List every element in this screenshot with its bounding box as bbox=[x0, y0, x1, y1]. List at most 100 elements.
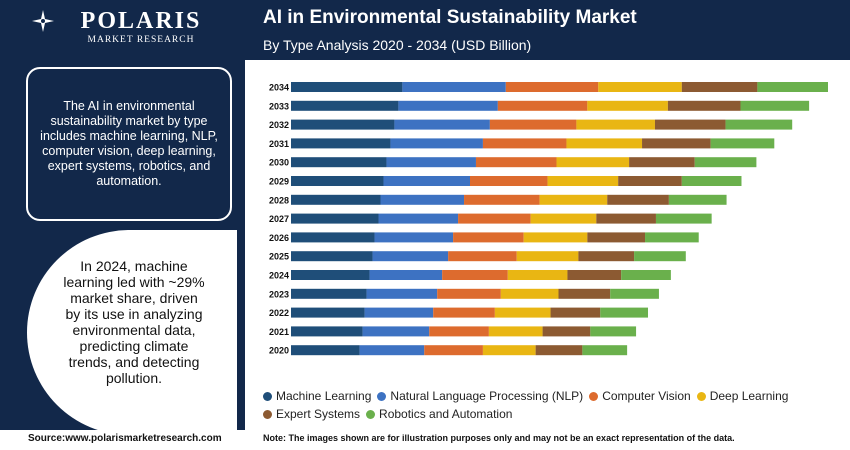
disclaimer-note: Note: The images shown are for illustrat… bbox=[263, 433, 735, 443]
chart-title: AI in Environmental Sustainability Marke… bbox=[263, 7, 637, 28]
bar-segment bbox=[453, 232, 524, 243]
bar-segment bbox=[535, 345, 583, 356]
bar-segment bbox=[547, 176, 619, 186]
bar-segment bbox=[642, 138, 711, 149]
bar-segment bbox=[475, 157, 557, 168]
bar-segment bbox=[291, 345, 360, 356]
bar-segment bbox=[437, 288, 501, 299]
legend-swatch bbox=[696, 392, 706, 401]
highlight-line: trends, and detecting bbox=[68, 354, 200, 370]
bar-segment bbox=[402, 82, 506, 92]
bar-segment bbox=[610, 288, 659, 299]
legend-swatch bbox=[589, 392, 599, 401]
bar-segment bbox=[398, 100, 498, 111]
bar-segment bbox=[523, 232, 588, 243]
bar-segment bbox=[578, 251, 635, 262]
bar-segment bbox=[505, 82, 599, 92]
legend-item: Deep Learning bbox=[696, 388, 789, 405]
bar-segment bbox=[629, 157, 695, 168]
highlight-line: learning led with ~29% bbox=[63, 274, 205, 290]
bar-segment bbox=[364, 307, 434, 318]
bar-segment bbox=[291, 307, 365, 318]
bar-segment bbox=[448, 251, 517, 262]
bar-segment bbox=[710, 138, 775, 149]
bar-segment bbox=[359, 345, 425, 356]
year-tick-label: 2021 bbox=[269, 327, 289, 337]
highlight-box: In 2024, machine learning led with ~29% … bbox=[27, 230, 237, 435]
legend-label: Computer Vision bbox=[602, 389, 691, 403]
legend-label: Expert Systems bbox=[276, 407, 361, 421]
highlight-line: environmental data, bbox=[72, 322, 196, 338]
bar-segment bbox=[587, 100, 668, 111]
bar-segment bbox=[424, 345, 483, 356]
bar-segment bbox=[667, 100, 741, 111]
legend-item: Expert Systems bbox=[263, 406, 360, 423]
bar-segment bbox=[530, 213, 597, 224]
year-tick-label: 2034 bbox=[269, 83, 289, 93]
bar-segment bbox=[291, 100, 399, 111]
bar-segment bbox=[587, 232, 646, 243]
bar-segment bbox=[600, 307, 649, 318]
bar-segment bbox=[757, 82, 828, 92]
bar-segment bbox=[694, 157, 757, 168]
bar-segment bbox=[681, 176, 742, 186]
bar-segment bbox=[655, 213, 712, 224]
bar-segment bbox=[390, 138, 483, 149]
bar-segment bbox=[539, 194, 608, 205]
bar-segment bbox=[598, 82, 682, 92]
brand-logo: POLARIS MARKET RESEARCH bbox=[56, 8, 226, 46]
year-tick-label: 2032 bbox=[269, 120, 289, 130]
bar-segment bbox=[654, 119, 726, 130]
bar-segment bbox=[386, 157, 476, 168]
brand-name: POLARIS bbox=[80, 8, 202, 34]
brand-tagline: MARKET RESEARCH bbox=[87, 35, 195, 45]
bar-segment bbox=[550, 307, 601, 318]
year-tick-label: 2030 bbox=[269, 158, 289, 168]
bar-segment bbox=[380, 194, 465, 205]
bar-segment bbox=[291, 326, 363, 337]
legend-item: Computer Vision bbox=[589, 388, 691, 405]
bar-segment bbox=[681, 82, 758, 92]
summary-box: The AI in environmental sustainability m… bbox=[26, 67, 232, 221]
bar-segment bbox=[291, 194, 381, 205]
bar-segment bbox=[291, 82, 403, 92]
bar-segment bbox=[383, 176, 470, 186]
legend-item: Machine Learning bbox=[263, 388, 371, 405]
legend-label: Natural Language Processing (NLP) bbox=[390, 389, 584, 403]
bar-segment bbox=[369, 270, 443, 280]
bar-segment bbox=[558, 288, 611, 299]
bar-segment bbox=[362, 326, 430, 337]
source-text: Source:www.polarismarketresearch.com bbox=[28, 433, 222, 444]
legend-label: Deep Learning bbox=[709, 389, 789, 403]
bar-segment bbox=[494, 307, 551, 318]
bar-segment bbox=[542, 326, 591, 337]
chart-subtitle: By Type Analysis 2020 - 2034 (USD Billio… bbox=[263, 37, 532, 53]
summary-text: The AI in environmental sustainability m… bbox=[40, 99, 218, 188]
bar-segment bbox=[488, 326, 543, 337]
bar-segment bbox=[621, 270, 671, 280]
bar-segment bbox=[482, 345, 536, 356]
bar-segment bbox=[429, 326, 489, 337]
bar-segment bbox=[668, 194, 727, 205]
bar-segment bbox=[516, 251, 579, 262]
legend-item: Natural Language Processing (NLP) bbox=[377, 388, 583, 405]
legend-swatch bbox=[263, 392, 272, 401]
bar-segment bbox=[470, 176, 548, 186]
year-tick-label: 2033 bbox=[269, 101, 289, 111]
highlight-line: pollution. bbox=[105, 370, 163, 386]
year-tick-label: 2029 bbox=[269, 177, 289, 187]
chart-legend: Machine Learning Natural Language Process… bbox=[263, 388, 833, 424]
legend-label: Machine Learning bbox=[276, 389, 372, 403]
bar-segment bbox=[291, 232, 375, 243]
bar-segment bbox=[607, 194, 669, 205]
bar-segment bbox=[566, 138, 643, 149]
bar-segment bbox=[645, 232, 699, 243]
bar-segment bbox=[458, 213, 531, 224]
bar-segment bbox=[464, 194, 540, 205]
bar-segment bbox=[442, 270, 508, 280]
bar-segment bbox=[394, 119, 490, 130]
bar-segment bbox=[740, 100, 810, 111]
bar-segment bbox=[489, 119, 577, 130]
legend-swatch bbox=[377, 392, 387, 401]
legend-item: Robotics and Automation bbox=[366, 406, 512, 423]
